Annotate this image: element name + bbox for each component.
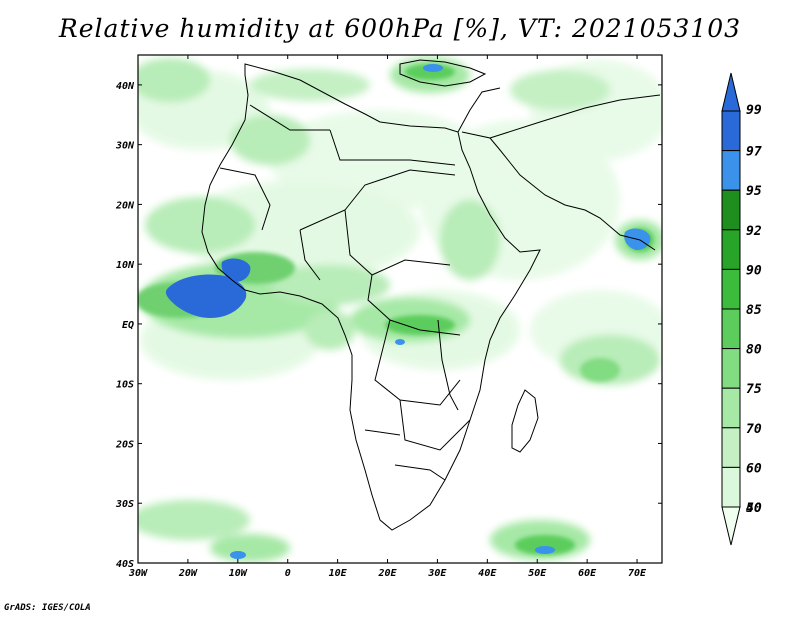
colorbar-label: 80 [746,343,762,358]
lon-label: 60E [578,568,597,579]
colorbar-segment [721,110,741,152]
colorbar-segment [721,229,741,270]
map-frame [137,54,663,564]
colorbar-label: 99 [746,103,762,118]
colorbar-segment [721,348,741,389]
colorbar-segment [721,308,741,350]
colorbar-segment [721,268,741,310]
lat-label: 30S [115,499,134,510]
lon-label: 10W [229,568,248,579]
lat-label: 30N [115,141,135,152]
lon-label: 10E [329,568,348,579]
colorbar-segment [721,387,741,429]
longitude-axis: 30W 20W 10W 0 10E 20E 30E 40E 50E 60E 70E [128,55,647,579]
lon-label: 20E [377,568,397,579]
lat-label: 40S [116,559,134,570]
colorbar-segment [721,466,741,508]
lon-label: 50E [528,568,547,579]
colorbar-label: 97 [746,145,762,160]
colorbar-segment [721,427,741,468]
coastlines [201,59,661,531]
colorbar-top-arrow [721,72,741,112]
latitude-axis: 40N 30N 20N 10N EQ 10S 20S 30S 40S [115,81,662,570]
map-title: Relative humidity at 600hPa [%], VT: 202… [58,14,742,43]
lat-label: EQ [122,320,134,331]
lat-label: 20S [115,439,134,450]
lat-label: 10N [116,260,135,271]
colorbar-bottom-arrow [721,506,741,546]
lon-label: 20W [178,568,198,579]
lon-label: 30E [427,568,447,579]
colorbar-label: 85 [746,303,762,318]
colorbar-segment [721,150,741,191]
lon-label: 0 [285,568,291,579]
colorbar-label: 90 [746,263,762,278]
colorbar-label: 60 [746,461,762,476]
colorbar-label: 75 [746,382,762,397]
credit-text: GrADS: IGES/COLA [4,603,91,613]
lat-label: 40N [116,81,135,92]
lat-label: 20N [115,200,135,211]
colorbar-label: 92 [746,224,762,239]
lat-label: 10S [116,380,134,391]
colorbar-label: 95 [746,184,762,199]
humidity-shading [138,55,662,563]
lon-label: 30W [128,568,148,579]
lon-label: 70E [628,568,647,579]
colorbar-label: 70 [746,422,762,437]
colorbar-label: 50 [746,501,762,516]
lon-label: 40E [478,568,497,579]
colorbar-label: 40 [746,501,762,516]
colorbar-segment [721,189,741,231]
